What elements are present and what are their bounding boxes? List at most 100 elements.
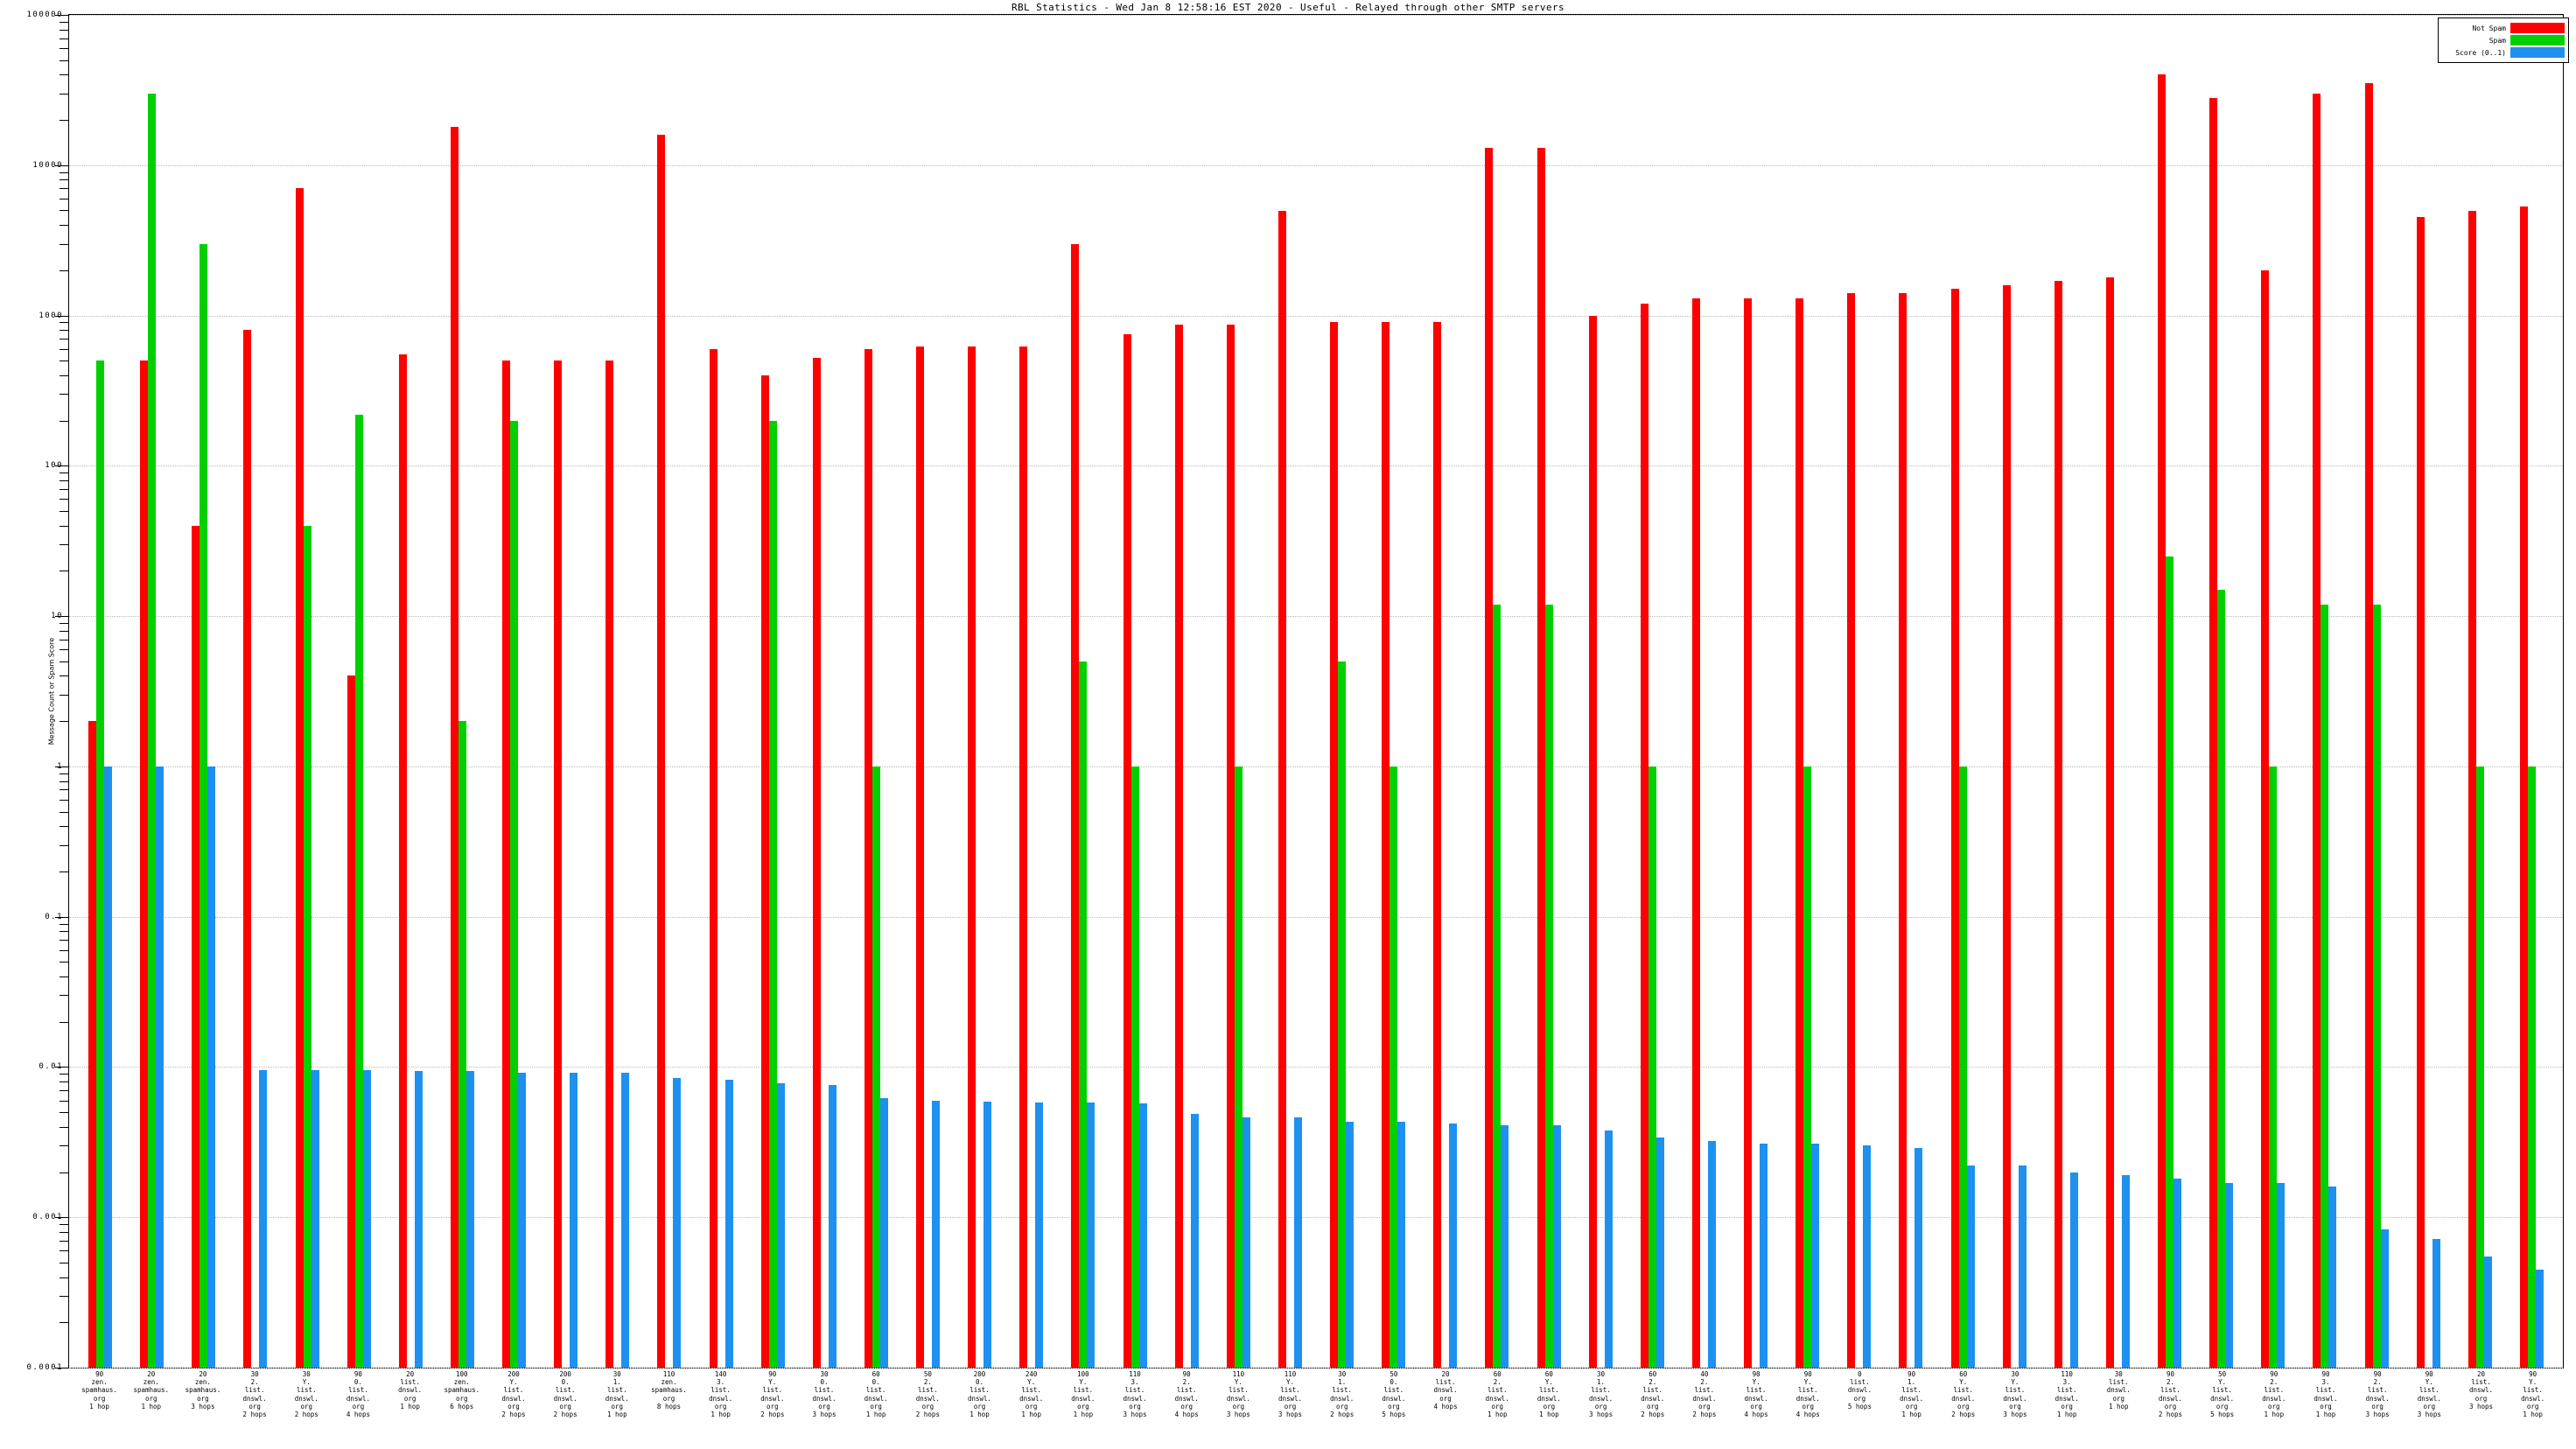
bar-spam (458, 721, 466, 1368)
bar-score (259, 1070, 268, 1368)
y-tick-label: 10000 (32, 160, 63, 170)
bar-group (1523, 15, 1575, 1368)
x-axis-tick-label: 110 Y. list. dnswl. org 3 hops (1278, 1370, 1303, 1419)
bar-not-spam (2002, 284, 2011, 1368)
x-axis-tick-label: 30 1. list. dnswl. org 1 hop (605, 1370, 629, 1419)
bar-score (776, 1082, 785, 1368)
bar-score (466, 1071, 474, 1368)
bar-spam (1493, 604, 1502, 1368)
y-tick-minor (60, 525, 68, 527)
bar-score (518, 1072, 527, 1368)
bar-spam (2269, 766, 2278, 1368)
x-axis-tick-label: 30 1. list. dnswl. org 3 hops (1589, 1370, 1614, 1419)
gridline-major (69, 15, 2563, 16)
bar-not-spam (502, 360, 511, 1368)
bar-group (1005, 15, 1057, 1368)
x-axis-tick-label: 60 0. list. dnswl. org 1 hop (864, 1370, 888, 1419)
gridline-major (69, 916, 2563, 918)
x-axis-tick-label: 90 Y. list. dnswl. org 4 hops (1744, 1370, 1768, 1419)
bar-not-spam (1174, 324, 1183, 1368)
bar-not-spam (243, 330, 252, 1368)
bar-group (1989, 15, 2040, 1368)
bar-group (1264, 15, 1316, 1368)
bar-group (592, 15, 643, 1368)
y-tick-label: 10 (51, 612, 63, 621)
bar-score (1190, 1113, 1199, 1368)
y-tick-major (55, 1217, 68, 1219)
y-tick-minor (60, 544, 68, 546)
x-axis-tick-label: 90 0. list. dnswl. org 4 hops (346, 1370, 370, 1419)
bar-spam (1079, 661, 1088, 1368)
bar-score (2225, 1182, 2234, 1368)
legend-item-score: Score (0..1) (2442, 47, 2565, 58)
bar-group (1885, 15, 1936, 1368)
x-axis-tick-label: 20 zen. spamhaus. org 1 hop (133, 1370, 170, 1410)
bar-group (126, 15, 178, 1368)
bar-group (2403, 15, 2454, 1368)
legend-label-not-spam: Not Spam (2472, 24, 2506, 32)
bar-score (2483, 1256, 2492, 1368)
y-tick-minor (60, 339, 68, 340)
gridline-major (69, 1067, 2563, 1068)
bar-score (673, 1077, 682, 1368)
bar-group (1575, 15, 1627, 1368)
x-axis-tick-label: 20 zen. spamhaus. org 3 hops (185, 1370, 221, 1410)
bar-group (643, 15, 695, 1368)
bar-group (902, 15, 954, 1368)
bar-score (156, 766, 164, 1368)
bar-not-spam (2468, 210, 2476, 1368)
gridline-major (69, 315, 2563, 317)
y-tick-minor (60, 1021, 68, 1023)
bar-not-spam (1899, 293, 1908, 1368)
x-axis-tick-label: 90 Y. list. dnswl. org 3 hops (2417, 1370, 2441, 1419)
y-tick-minor (60, 1296, 68, 1298)
y-tick-minor (60, 29, 68, 31)
bar-score (207, 766, 216, 1368)
x-axis-tick-label: 140 3. list. dnswl. org 1 hop (709, 1370, 733, 1419)
y-tick-minor (60, 649, 68, 651)
x-axis-tick-label: 60 Y. list. dnswl. org 2 hops (1951, 1370, 1976, 1419)
y-tick-minor (60, 348, 68, 350)
bar-not-spam (1019, 346, 1028, 1368)
bar-not-spam (1691, 298, 1700, 1368)
bar-not-spam (760, 374, 769, 1368)
bar-group (2247, 15, 2299, 1368)
y-tick-minor (60, 1100, 68, 1102)
bar-group (2454, 15, 2506, 1368)
y-tick-minor (60, 789, 68, 791)
bar-score (1397, 1122, 1406, 1368)
y-tick-major (55, 766, 68, 767)
y-tick-minor (60, 923, 68, 925)
y-tick-minor (60, 799, 68, 801)
bar-not-spam (1330, 322, 1339, 1368)
y-tick-minor (60, 394, 68, 396)
y-tick-label: 0.0001 (26, 1363, 63, 1372)
y-tick-minor (60, 198, 68, 200)
bar-spam (2166, 556, 2174, 1368)
gridline-major (69, 164, 2563, 166)
bar-score (414, 1071, 423, 1368)
bar-score (2018, 1166, 2026, 1368)
gridline-major (69, 1217, 2563, 1219)
x-axis-tick-label: 110 3. list. dnswl. org 3 hops (1123, 1370, 1147, 1419)
bar-spam (1648, 766, 1656, 1368)
y-tick-minor (60, 499, 68, 500)
bar-not-spam (968, 346, 976, 1368)
bar-group (1833, 15, 1885, 1368)
y-tick-minor (60, 1112, 68, 1114)
bar-spam (1338, 661, 1347, 1368)
y-tick-minor (60, 322, 68, 324)
bar-score (1604, 1130, 1613, 1368)
bar-group (1161, 15, 1213, 1368)
y-tick-minor (60, 210, 68, 212)
x-axis-tick-label: 110 3. list. dnswl. org 1 hop (2054, 1370, 2079, 1419)
y-tick-minor (60, 940, 68, 942)
x-axis-tick-label: 50 2. list. dnswl. org 2 hops (915, 1370, 940, 1419)
bar-group (1419, 15, 1471, 1368)
y-tick-minor (60, 374, 68, 376)
bar-not-spam (916, 346, 925, 1368)
bar-group (2351, 15, 2403, 1368)
legend-label-score: Score (0..1) (2455, 48, 2506, 57)
bar-group (1627, 15, 1678, 1368)
y-tick-minor (60, 844, 68, 846)
